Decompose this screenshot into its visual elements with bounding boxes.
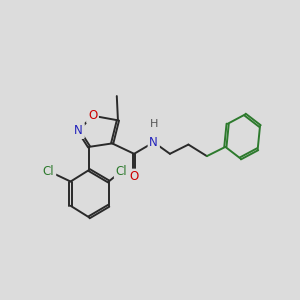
Text: O: O [130, 170, 139, 183]
Text: N: N [149, 136, 158, 149]
Text: Cl: Cl [43, 165, 55, 178]
Text: H: H [150, 119, 158, 129]
Text: Cl: Cl [116, 165, 127, 178]
Text: N: N [74, 124, 83, 137]
Text: O: O [88, 109, 97, 122]
